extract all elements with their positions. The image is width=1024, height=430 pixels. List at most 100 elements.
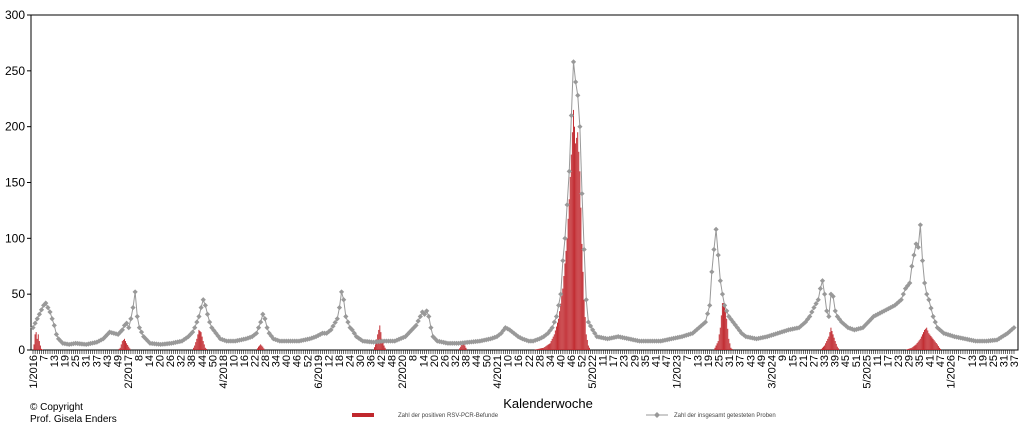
point-total xyxy=(115,331,121,337)
point-total xyxy=(813,301,819,307)
point-total xyxy=(945,331,951,338)
x-tick-label: 4/2021 xyxy=(492,355,504,389)
point-total xyxy=(719,291,726,297)
x-tick-label: 25 xyxy=(70,355,82,367)
bar-positive xyxy=(198,329,200,350)
point-total xyxy=(768,332,775,338)
bar-positive xyxy=(123,338,125,350)
point-total xyxy=(943,331,949,337)
bar-positive xyxy=(554,330,556,350)
bar-positive xyxy=(545,346,547,350)
point-total xyxy=(709,269,715,275)
bar-positive xyxy=(833,337,835,350)
point-total xyxy=(724,308,730,314)
bar-positive xyxy=(830,327,832,350)
y-tick-label: 250 xyxy=(5,64,25,78)
bar-positive xyxy=(940,348,942,350)
bar-positive xyxy=(546,345,548,350)
point-total xyxy=(687,331,694,337)
bar-positive xyxy=(376,339,378,350)
point-total xyxy=(530,338,536,344)
x-tick-label: 8 xyxy=(408,355,420,361)
point-total xyxy=(338,289,345,295)
point-total xyxy=(549,325,555,331)
x-tick-label: 44 xyxy=(471,355,483,367)
point-total xyxy=(347,325,353,331)
x-tick-label: 10 xyxy=(228,355,240,367)
bar-positive xyxy=(832,334,834,350)
point-total xyxy=(343,313,349,320)
x-tick-label: 46 xyxy=(566,355,578,367)
bar-positive xyxy=(374,347,375,350)
legend-label-positive: Zahl der positiven RSV-PCR-Befunde xyxy=(398,413,499,419)
point-total xyxy=(536,336,543,342)
bar-positive xyxy=(42,349,44,350)
bar-positive xyxy=(549,343,551,350)
bar-positive xyxy=(381,338,383,350)
bar-positive xyxy=(202,341,204,350)
x-tick-label: 28 xyxy=(260,355,272,367)
x-tick-label: 1/2023 xyxy=(671,355,683,389)
point-total xyxy=(130,304,136,311)
x-tick-label: 47 xyxy=(661,355,673,367)
point-total xyxy=(783,327,789,334)
bar-positive xyxy=(564,263,566,350)
point-total xyxy=(119,327,125,333)
point-total xyxy=(334,316,340,322)
point-total xyxy=(128,316,134,322)
point-total xyxy=(581,246,587,253)
point-total xyxy=(507,327,513,333)
point-total xyxy=(764,334,770,340)
bar-positive xyxy=(716,343,718,350)
point-total xyxy=(268,333,274,339)
bar-positive xyxy=(548,344,550,350)
bar-positive xyxy=(910,348,912,350)
bar-positive xyxy=(914,345,916,350)
point-total xyxy=(698,323,704,329)
point-total xyxy=(207,319,213,325)
point-total xyxy=(941,330,947,336)
point-total xyxy=(94,339,100,345)
point-total xyxy=(417,313,423,320)
point-total xyxy=(53,331,60,337)
bar-positive xyxy=(550,341,552,350)
x-tick-label: 2/2020 xyxy=(397,355,409,389)
bar-positive xyxy=(560,303,562,350)
bar-positive xyxy=(571,132,573,350)
copyright-notice: © Copyright Prof. Gisela Enders xyxy=(30,402,117,426)
bar-positive xyxy=(717,341,719,350)
point-total xyxy=(819,278,826,284)
x-tick-label: 11 xyxy=(872,355,884,366)
bar-positive xyxy=(262,346,264,350)
bar-positive xyxy=(542,347,544,350)
point-total xyxy=(189,329,196,335)
point-total xyxy=(490,335,496,341)
bar-positive xyxy=(726,318,728,350)
point-total xyxy=(811,304,817,311)
point-total xyxy=(919,258,926,264)
point-total xyxy=(577,124,583,130)
bar-positive xyxy=(586,339,588,350)
bar-positive xyxy=(379,325,381,350)
point-total xyxy=(873,312,879,318)
bar-positive xyxy=(547,344,549,350)
bar-positive xyxy=(578,151,580,350)
bar-positive xyxy=(837,348,839,350)
point-total xyxy=(932,319,938,325)
point-total xyxy=(336,304,343,311)
point-total xyxy=(102,334,108,340)
x-tick-label: 47 xyxy=(935,355,947,367)
point-total xyxy=(900,291,906,297)
bar-positive xyxy=(200,332,202,350)
x-tick-label: 34 xyxy=(545,355,557,367)
x-tick-label: 7 xyxy=(956,355,968,361)
x-tick-label: 13 xyxy=(693,355,705,367)
point-total xyxy=(253,330,260,336)
point-total xyxy=(30,325,36,331)
point-total xyxy=(585,319,592,325)
bar-positive xyxy=(536,349,538,350)
point-total xyxy=(907,280,913,286)
x-tick-label: 34 xyxy=(271,355,283,367)
bar-positive xyxy=(119,347,121,350)
point-total xyxy=(715,252,721,258)
